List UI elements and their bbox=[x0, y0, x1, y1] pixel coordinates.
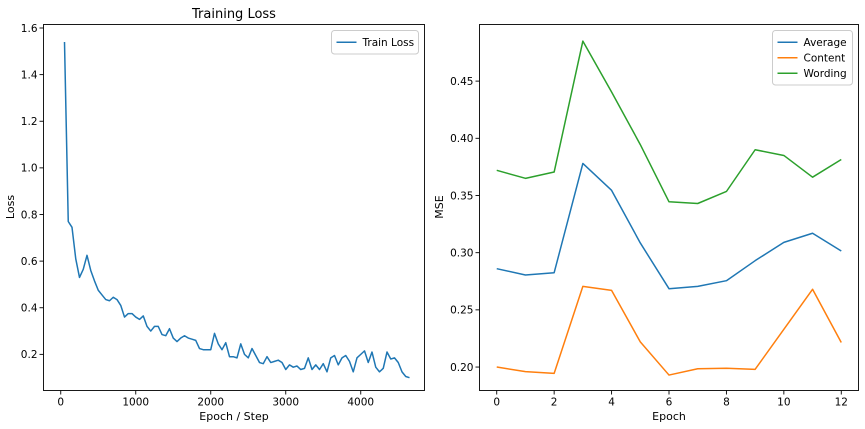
series-line-content bbox=[496, 285, 842, 376]
x-axis-label: Epoch / Step bbox=[199, 410, 268, 423]
x-tick-label: 0 bbox=[57, 397, 64, 409]
x-tick-label: 12 bbox=[835, 397, 848, 409]
legend: Average Content Wording bbox=[772, 30, 853, 86]
x-tick-label: 2000 bbox=[197, 397, 224, 409]
y-axis-label: Loss bbox=[4, 195, 17, 219]
legend-label: Train Loss bbox=[362, 37, 415, 49]
y-tick-label: 0.45 bbox=[450, 76, 473, 88]
axis-ticks: 0 2 4 6 8 10 12 0.20 0.25 0.30 0.35 0.40 0.45 bbox=[450, 76, 848, 409]
chart-title: Training Loss bbox=[191, 7, 276, 22]
y-tick-label: 0.8 bbox=[21, 209, 38, 221]
y-tick-label: 1.6 bbox=[21, 23, 38, 35]
legend: Train Loss bbox=[331, 30, 419, 55]
legend-label: Average bbox=[804, 37, 847, 49]
training-loss-chart: Training Loss 0 1000 2000 3000 4000 0.2 0.4 0.6… bbox=[4, 7, 425, 423]
x-tick-label: 2 bbox=[551, 397, 558, 409]
y-tick-label: 1.2 bbox=[21, 116, 38, 128]
x-tick-label: 4 bbox=[608, 397, 615, 409]
legend-box bbox=[772, 30, 853, 86]
y-tick-label: 0.30 bbox=[450, 247, 473, 259]
y-tick-label: 1.4 bbox=[21, 69, 38, 81]
series-line-wording bbox=[496, 40, 842, 205]
y-tick-label: 0.20 bbox=[450, 362, 473, 374]
y-tick-label: 1.0 bbox=[21, 163, 38, 175]
plot-area bbox=[43, 24, 425, 391]
x-tick-label: 0 bbox=[493, 397, 500, 409]
x-axis-label: Epoch bbox=[652, 410, 686, 423]
y-tick-label: 0.25 bbox=[450, 305, 473, 317]
mse-chart: 0 2 4 6 8 10 120.200.250.300.350.400.45 Epoch … bbox=[433, 24, 859, 423]
axis-ticks: 0 1000 2000 3000 4000 0.2 0.4 0.6 0.8 1.0 1.2 1.4 1.… bbox=[21, 23, 374, 409]
y-tick-label: 0.40 bbox=[450, 133, 473, 145]
legend-label: Content bbox=[804, 53, 846, 65]
x-tick-label: 10 bbox=[777, 397, 790, 409]
x-tick-label: 4000 bbox=[347, 397, 374, 409]
y-tick-label: 0.35 bbox=[450, 190, 473, 202]
x-tick-label: 3000 bbox=[272, 397, 299, 409]
y-tick-label: 0.4 bbox=[21, 303, 38, 315]
series-line-average bbox=[496, 162, 842, 290]
series-line-train-loss bbox=[63, 41, 410, 379]
x-tick-label: 8 bbox=[723, 397, 730, 409]
y-tick-label: 0.6 bbox=[21, 256, 38, 268]
x-tick-label: 6 bbox=[666, 397, 673, 409]
x-tick-label: 1000 bbox=[122, 397, 149, 409]
y-tick-label: 0.2 bbox=[21, 349, 38, 361]
y-axis-label: MSE bbox=[433, 195, 446, 218]
series-layer bbox=[496, 40, 842, 376]
series-layer bbox=[63, 41, 410, 379]
legend-box bbox=[331, 30, 419, 55]
legend-label: Wording bbox=[804, 68, 847, 80]
